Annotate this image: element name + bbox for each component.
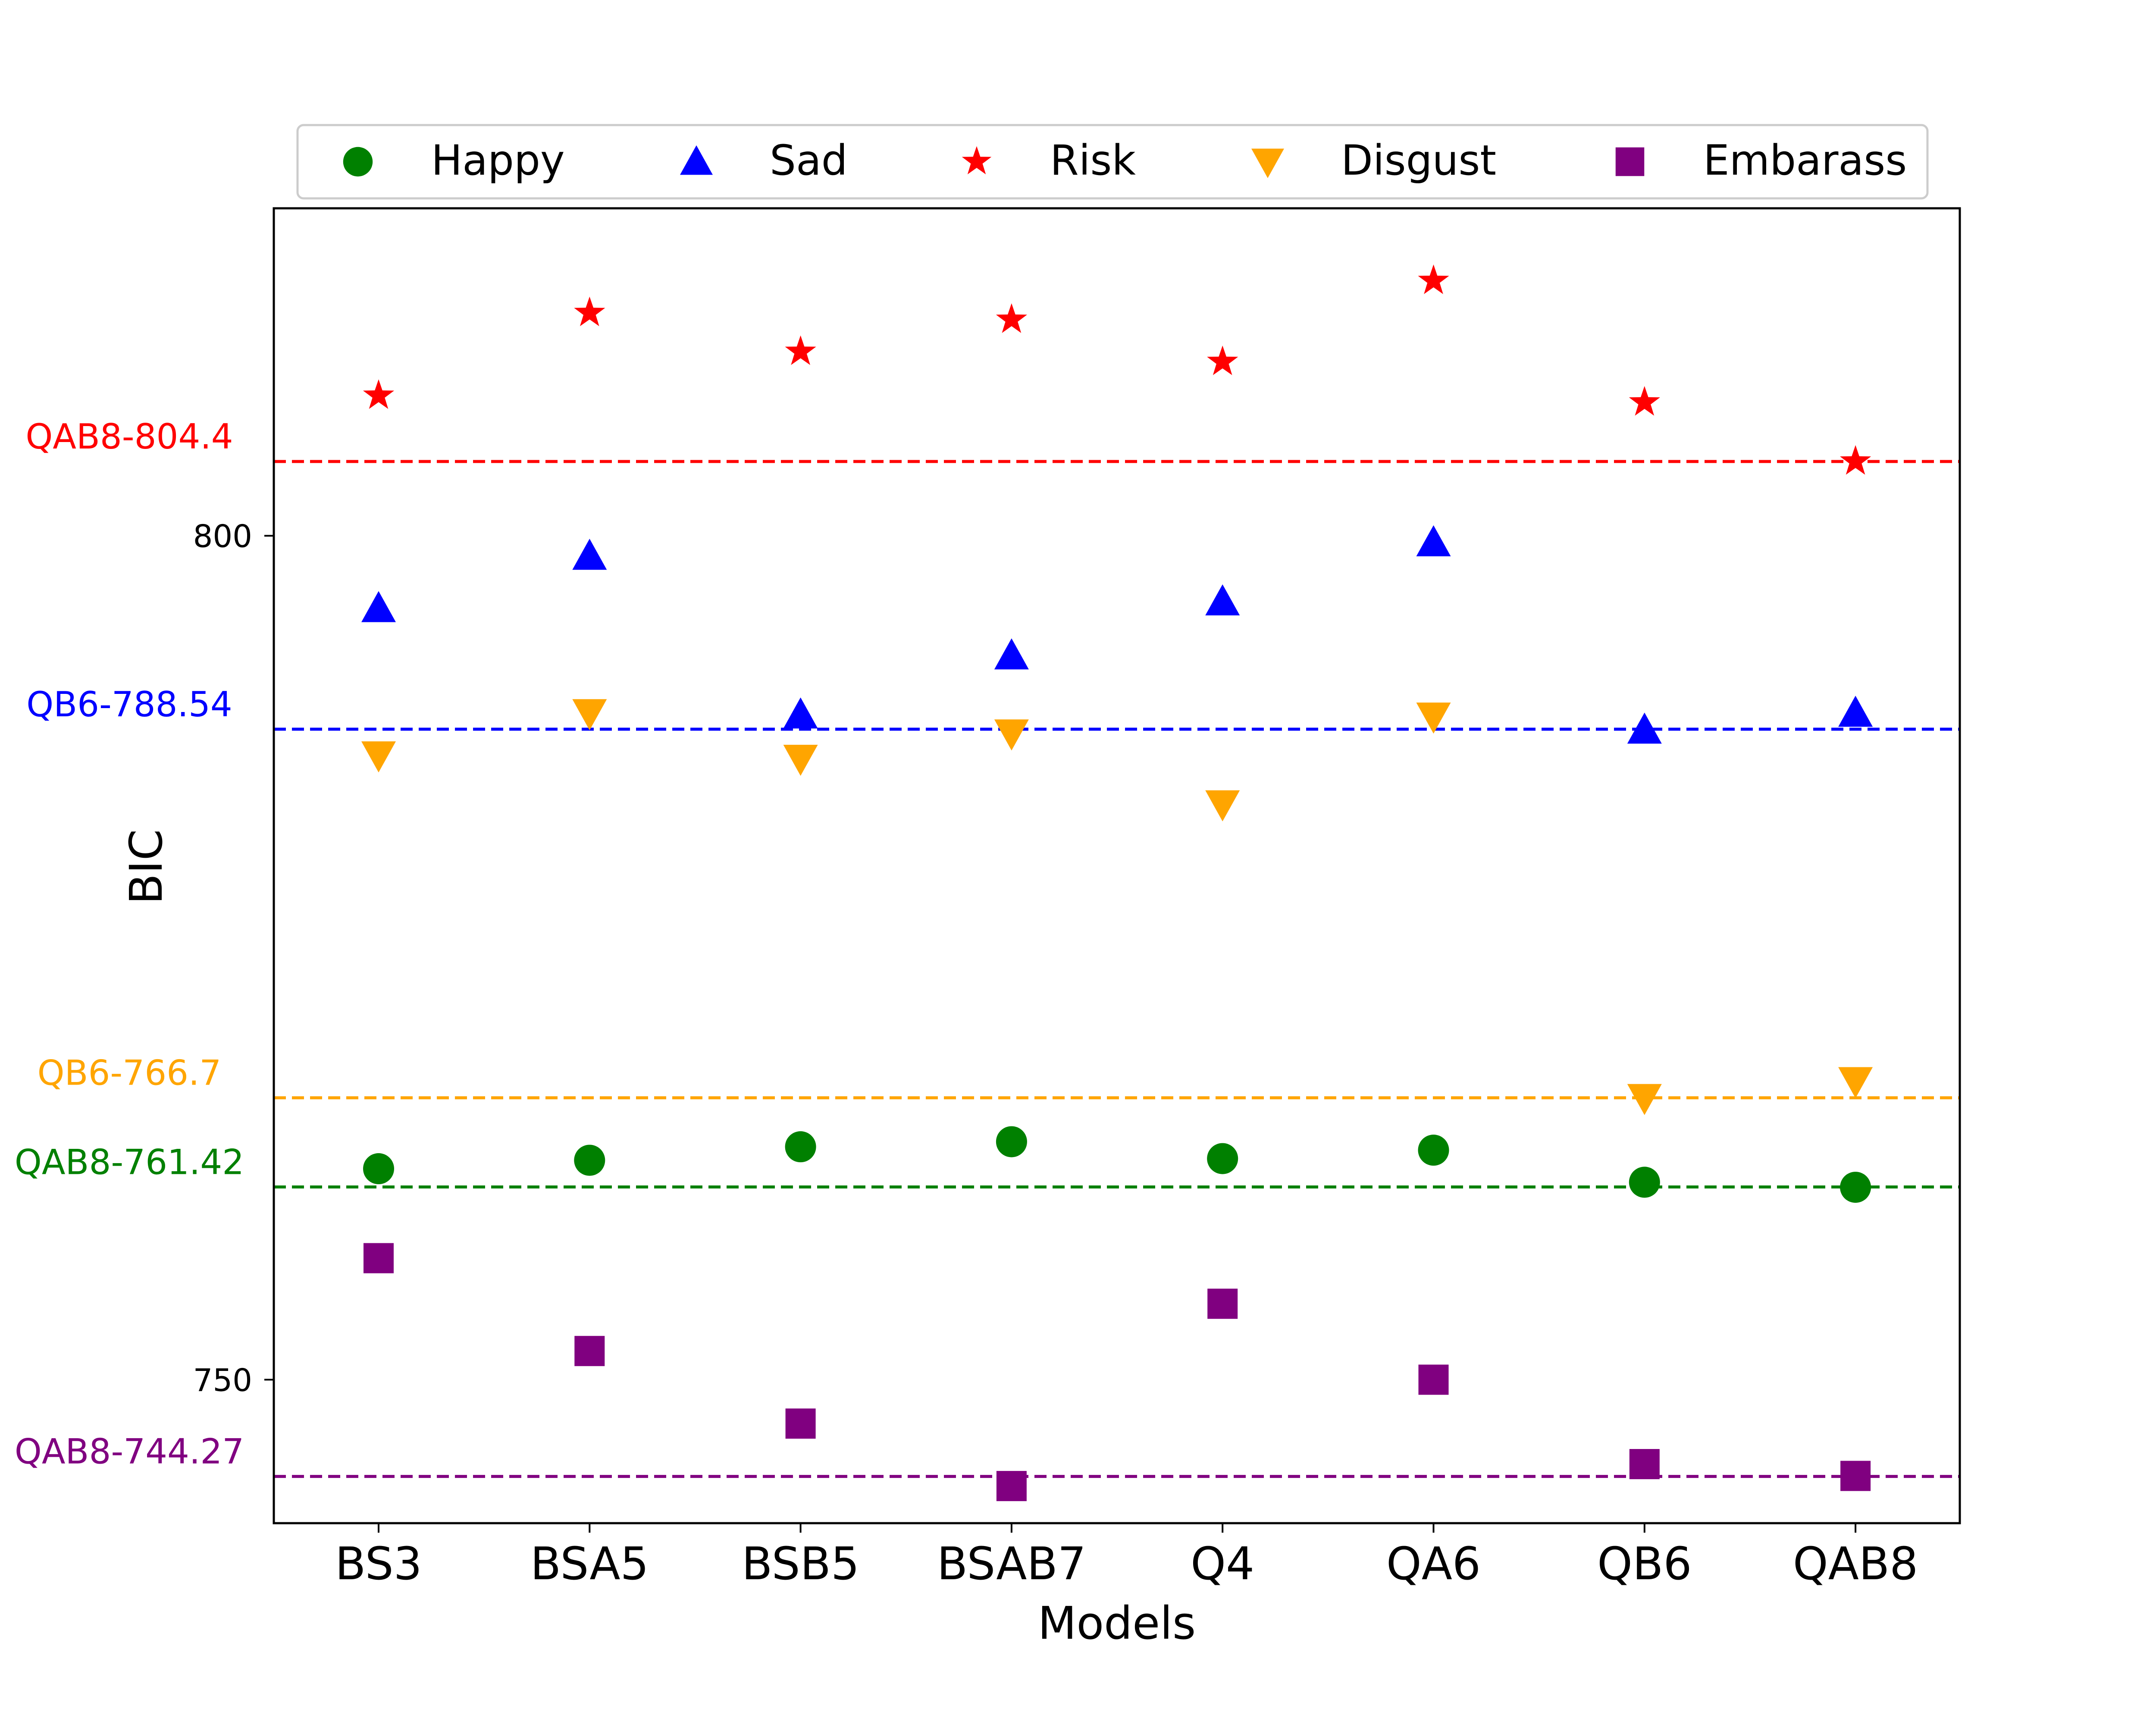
legend-label-happy: Happy (431, 136, 565, 185)
point-embarass-qab8 (1840, 1461, 1871, 1491)
point-happy-qa6 (1418, 1135, 1449, 1166)
point-embarass-bsa5 (574, 1336, 605, 1366)
reference-label-3: QAB8-761.42 (15, 1142, 244, 1182)
point-risk-qab8 (1840, 445, 1871, 475)
point-embarass-bsb5 (785, 1408, 816, 1439)
point-disgust-bsab7 (994, 719, 1029, 751)
y-axis: 750 800 (193, 518, 274, 1398)
point-happy-bsb5 (785, 1131, 816, 1163)
point-disgust-qab8 (1838, 1067, 1873, 1098)
legend-box (296, 124, 1929, 200)
point-disgust-bsa5 (572, 699, 607, 731)
legend-label-risk: Risk (1050, 136, 1136, 185)
point-embarass-qa6 (1418, 1364, 1449, 1395)
x-axis: BS3 BSA5 BSB5 BSAB7 Q4 QA6 QB6 QAB8 (335, 1523, 1918, 1590)
point-sad-bs3 (361, 591, 396, 622)
legend-marker-happy (343, 147, 373, 177)
x-tick-label: BSB5 (742, 1537, 859, 1590)
point-happy-bs3 (363, 1153, 394, 1185)
point-risk-qb6 (1629, 386, 1660, 416)
reference-label-4: QAB8-744.27 (15, 1432, 244, 1472)
x-tick-label: BSAB7 (937, 1537, 1086, 1590)
y-tick-label: 800 (193, 518, 252, 554)
point-risk-q4 (1207, 345, 1238, 375)
legend: Happy Sad Risk Disgust Embarass (296, 124, 1929, 200)
x-tick-label: QB6 (1597, 1537, 1692, 1590)
x-tick-label: Q4 (1191, 1537, 1254, 1590)
reference-label-1: QB6-788.54 (26, 684, 232, 724)
reference-lines: QAB8-804.4 QB6-788.54 QB6-766.7 QAB8-761.42… (15, 417, 1960, 1478)
point-happy-qab8 (1840, 1172, 1871, 1203)
plot-frame (273, 207, 1961, 1524)
x-tick-label: QAB8 (1793, 1537, 1918, 1590)
x-tick-label: BSA5 (530, 1537, 649, 1590)
point-sad-bsab7 (994, 638, 1029, 670)
legend-marker-disgust (1251, 148, 1284, 178)
point-risk-qa6 (1418, 264, 1449, 294)
point-happy-qb6 (1629, 1167, 1660, 1198)
legend-label-embarass: Embarass (1703, 136, 1907, 185)
x-tick-label: BS3 (335, 1537, 422, 1590)
point-embarass-bsab7 (996, 1471, 1027, 1501)
x-tick-label: QA6 (1386, 1537, 1481, 1590)
reference-label-2: QB6-766.7 (38, 1053, 222, 1093)
legend-label-disgust: Disgust (1341, 136, 1496, 185)
point-risk-bsab7 (996, 303, 1027, 333)
point-embarass-qb6 (1629, 1449, 1660, 1480)
point-happy-q4 (1207, 1143, 1238, 1174)
point-disgust-qb6 (1627, 1084, 1662, 1115)
point-embarass-q4 (1207, 1289, 1238, 1319)
legend-marker-sad (680, 145, 713, 175)
point-sad-qa6 (1416, 525, 1451, 556)
point-happy-bsa5 (574, 1145, 605, 1176)
point-disgust-q4 (1205, 790, 1240, 822)
point-sad-bsb5 (783, 697, 818, 729)
y-axis-title: BIC (120, 829, 172, 905)
point-sad-qab8 (1838, 696, 1873, 727)
point-sad-qb6 (1627, 712, 1662, 744)
point-disgust-bsb5 (783, 744, 818, 776)
x-axis-title: Models (1038, 1597, 1196, 1650)
point-sad-bsa5 (572, 539, 607, 570)
point-happy-bsab7 (996, 1126, 1027, 1157)
legend-marker-risk (962, 146, 992, 175)
point-sad-q4 (1205, 584, 1240, 615)
point-risk-bsb5 (785, 335, 816, 365)
y-tick-label: 750 (193, 1362, 252, 1398)
point-risk-bsa5 (574, 296, 605, 326)
legend-label-sad: Sad (770, 136, 848, 185)
point-disgust-bs3 (361, 741, 396, 773)
point-risk-bs3 (363, 379, 395, 409)
point-embarass-bs3 (364, 1243, 394, 1273)
data-points (361, 264, 1873, 1501)
legend-marker-embarass (1615, 147, 1645, 176)
reference-label-0: QAB8-804.4 (25, 417, 233, 457)
point-disgust-qa6 (1416, 703, 1451, 734)
